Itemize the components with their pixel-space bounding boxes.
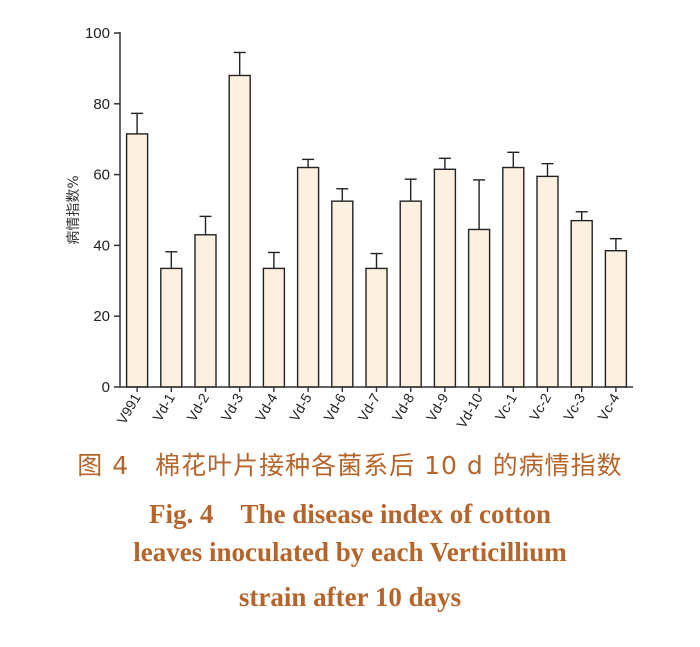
figure-caption-chinese: 图 4 棉花叶片接种各菌系后 10 d 的病情指数	[77, 451, 623, 480]
bar-vd-10	[467, 228, 491, 388]
bar-vd-2	[194, 234, 217, 388]
x-tick-label: Vd-3	[218, 390, 247, 424]
bar-v991	[125, 133, 149, 388]
x-axis: V991 Vd-1 Vd-2 Vd-3 Vd-4 Vd-5 Vd-6 Vd-7 Vd-8 Vd-9…	[113, 386, 633, 431]
x-tick-label: Vd-9	[423, 390, 452, 424]
y-axis-label: 病情指数%	[66, 175, 82, 244]
bar-vd-1	[160, 267, 183, 388]
bar-vc-3	[570, 219, 593, 388]
bar-vd-6	[331, 200, 354, 388]
y-tick-label: 20	[93, 308, 110, 325]
y-axis: 0 20 40 60 80 100	[85, 25, 121, 396]
x-tick-label: Vd-10	[453, 390, 486, 431]
bars	[125, 51, 628, 388]
x-tick-label: Vd-1	[149, 390, 178, 424]
bar-vc-2	[536, 175, 559, 388]
x-tick-label: Vc-4	[594, 390, 622, 423]
x-tick-label: Vd-6	[320, 390, 349, 424]
x-tick-label: Vd-2	[183, 390, 212, 424]
y-tick-label: 100	[85, 25, 110, 42]
figure-caption-english-line1: Fig. 4 The disease index of cotton	[149, 499, 551, 529]
x-tick-label: Vc-2	[526, 390, 554, 423]
bar-vd-7	[365, 267, 388, 388]
bar-vc-1	[502, 166, 525, 388]
bar-vd-3	[228, 74, 251, 388]
bar-vd-8	[399, 200, 422, 388]
bar-vd-9	[433, 168, 457, 388]
x-tick-label: Vc-1	[492, 390, 520, 423]
y-tick-label: 40	[93, 237, 110, 254]
x-tick-label: V991	[113, 390, 143, 427]
figure-caption-english-line3: strain after 10 days	[238, 582, 462, 612]
y-tick-label: 0	[102, 379, 110, 396]
x-tick-label: Vd-8	[389, 390, 418, 424]
bar-vc-4	[604, 250, 628, 388]
x-tick-label: Vd-4	[252, 390, 281, 424]
y-tick-label: 80	[93, 96, 110, 113]
figure-caption-english-line2: leaves inoculated by each Verticillium	[133, 537, 567, 567]
bar-vd-5	[296, 166, 320, 388]
x-tick-label: Vd-7	[354, 390, 383, 424]
x-tick-label: Vc-3	[560, 390, 588, 423]
y-tick-label: 60	[93, 167, 110, 184]
x-tick-label: Vd-5	[286, 390, 315, 424]
bar-vd-4	[262, 267, 286, 388]
